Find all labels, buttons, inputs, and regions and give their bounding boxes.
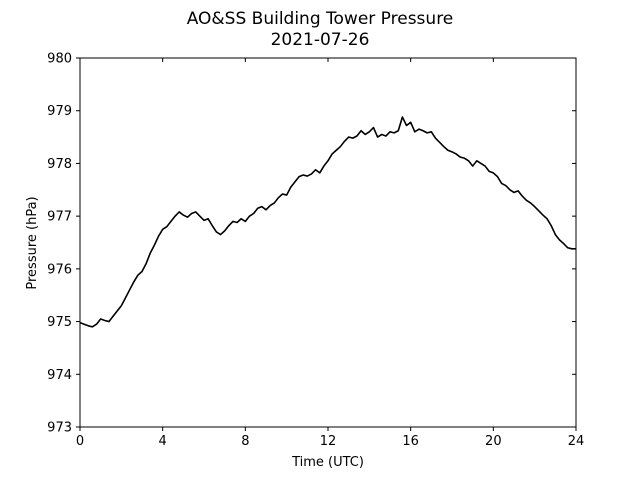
y-tick-label: 974 (47, 368, 72, 383)
x-axis: 0 4 8 12 16 20 24 (76, 58, 584, 449)
plot-frame (79, 57, 577, 428)
x-tick-label: 20 (485, 434, 502, 449)
chart-subtitle: 2021-07-26 (271, 30, 370, 50)
y-tick-label: 975 (47, 315, 72, 330)
x-tick-label: 16 (402, 434, 419, 449)
pressure-series-line (79, 116, 576, 328)
y-tick-label: 980 (47, 52, 72, 67)
y-tick-label: 973 (47, 421, 72, 436)
x-tick-label: 8 (241, 434, 249, 449)
y-axis-label: Pressure (hPa) (25, 196, 40, 289)
y-axis: 973 974 975 976 977 978 979 980 (47, 52, 576, 436)
y-tick-label: 977 (47, 210, 72, 225)
x-axis-label: Time (UTC) (291, 455, 364, 470)
x-tick-label: 4 (159, 434, 167, 449)
x-tick-label: 0 (76, 434, 84, 449)
y-tick-label: 976 (47, 262, 72, 277)
x-tick-label: 12 (320, 434, 337, 449)
y-tick-label: 978 (47, 157, 72, 172)
chart-title: AO&SS Building Tower Pressure (187, 9, 454, 29)
x-tick-label: 24 (568, 434, 585, 449)
y-tick-label: 979 (47, 104, 72, 119)
